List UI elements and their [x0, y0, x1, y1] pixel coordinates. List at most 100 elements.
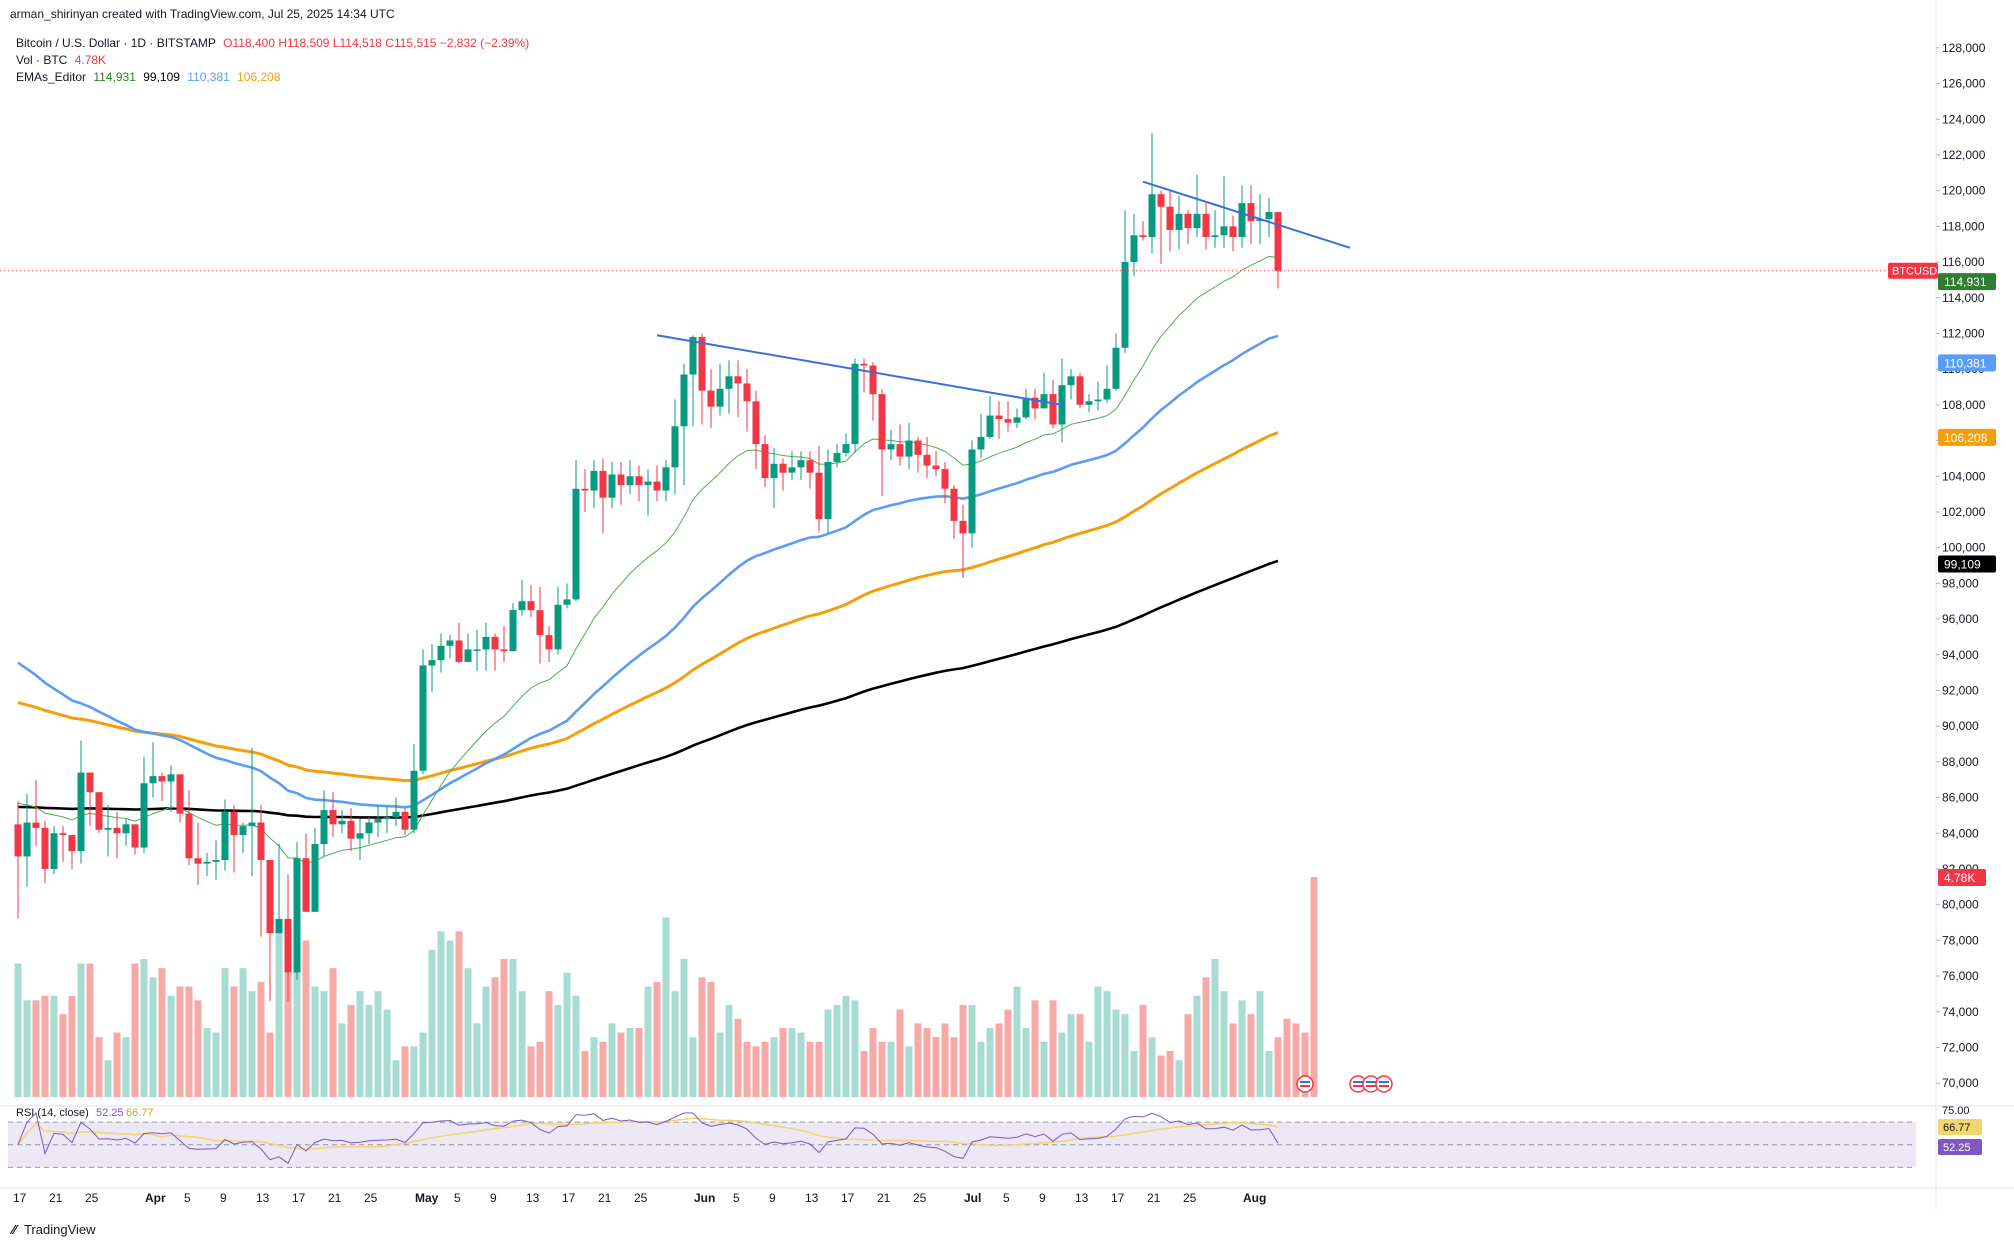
candle-body — [1175, 213, 1183, 230]
ema-label[interactable]: EMAs_Editor — [16, 70, 87, 84]
candle-body — [968, 449, 976, 534]
candle-body — [1085, 401, 1093, 405]
candle-body — [833, 453, 841, 462]
candle-body — [1229, 226, 1237, 238]
candle-body — [725, 376, 733, 389]
candle-body — [374, 818, 382, 823]
volume-bar — [689, 1037, 697, 1097]
volume-bar — [1049, 1000, 1057, 1097]
candle-body — [797, 460, 805, 468]
candle-body — [1112, 347, 1120, 389]
volume-bar — [23, 1000, 31, 1097]
candle-body — [707, 390, 715, 407]
candle-body — [329, 810, 337, 825]
candle-body — [824, 461, 832, 520]
symbol-label[interactable]: Bitcoin / U.S. Dollar · 1D · BITSTAMP — [16, 36, 216, 50]
y-axis-label: 100,000 — [1942, 541, 1986, 555]
symbol-price-badge — [1888, 262, 1938, 279]
y-axis-label: 122,000 — [1942, 148, 1986, 162]
watermark-text: TradingView — [23, 1222, 96, 1237]
candle-body — [95, 792, 103, 830]
volume-bar — [536, 1041, 544, 1097]
candle-body — [788, 467, 796, 473]
y-axis-label: 74,000 — [1942, 1005, 1979, 1019]
volume-bar — [185, 986, 193, 1097]
candle-body — [293, 858, 301, 973]
candle-body — [662, 467, 670, 491]
volume-label[interactable]: Vol · BTC — [16, 53, 68, 67]
x-axis-label: 17 — [841, 1191, 855, 1205]
ema-value-100: 106,208 — [237, 70, 281, 84]
candle-body — [167, 774, 175, 782]
y-axis-label: 124,000 — [1942, 112, 1986, 126]
rsi-ma-badge-label: 66.77 — [1943, 1122, 1971, 1134]
ema-20-line — [17, 255, 1279, 864]
volume-bar — [806, 1041, 814, 1097]
candle-body — [1211, 235, 1219, 238]
candle-body — [905, 440, 913, 457]
candle-body — [230, 811, 238, 836]
us-flag-event-icon — [1296, 1075, 1314, 1093]
candle-body — [41, 827, 49, 869]
volume-bar — [851, 1000, 859, 1097]
candle-body — [140, 783, 148, 848]
candle-body — [545, 635, 553, 650]
candle-body — [770, 463, 778, 479]
candle-body — [1049, 394, 1057, 425]
ema-price-badge-label: 106,208 — [1944, 431, 1988, 445]
candle-body — [851, 363, 859, 445]
flag-circle — [1296, 1075, 1314, 1093]
candle-body — [221, 811, 229, 861]
volume-bar — [32, 1000, 40, 1097]
volume-bar — [545, 991, 553, 1097]
rsi-badge-label: 52.25 — [1943, 1142, 1971, 1154]
candle-body — [1157, 194, 1165, 207]
candle-body — [761, 444, 769, 479]
volume-badge-label: 4.78K — [1944, 871, 1975, 885]
candle-body — [986, 415, 994, 437]
volume-badge — [1938, 869, 1986, 886]
candle-body — [320, 810, 328, 844]
volume-bar — [977, 1041, 985, 1097]
candle-body — [572, 488, 580, 600]
candle-body — [815, 472, 823, 520]
volume-bar — [50, 995, 58, 1097]
volume-bar — [1211, 958, 1219, 1097]
rsi-line — [17, 1111, 1279, 1164]
volume-bar — [428, 949, 436, 1097]
candle-body — [743, 383, 751, 402]
volume-bar — [59, 1014, 67, 1097]
x-axis-label: 25 — [85, 1191, 99, 1205]
candle-body — [284, 918, 292, 973]
volume-bar — [383, 1009, 391, 1097]
candle-body — [158, 776, 166, 782]
volume-bar — [257, 981, 265, 1097]
volume-bar — [779, 1027, 787, 1097]
candle-body — [563, 599, 571, 605]
x-axis-label: Jun — [694, 1191, 715, 1205]
candle-body — [392, 811, 400, 818]
candle-body — [878, 394, 886, 450]
candle-body — [1202, 213, 1210, 238]
ema-price-badge-label: 110,381 — [1944, 356, 1987, 370]
candle-body — [275, 918, 283, 934]
y-axis-label: 80,000 — [1942, 898, 1979, 912]
y-axis-label: 126,000 — [1942, 77, 1986, 91]
y-axis-label: 90,000 — [1942, 719, 1979, 733]
candle-body — [923, 454, 931, 466]
volume-bar — [635, 1027, 643, 1097]
candle-body — [410, 770, 418, 830]
volume-bar — [158, 968, 166, 1097]
volume-bar — [1184, 1014, 1192, 1097]
volume-bar — [374, 991, 382, 1097]
y-axis-label: 88,000 — [1942, 755, 1979, 769]
candle-body — [185, 813, 193, 859]
volume-bar — [1031, 1000, 1039, 1097]
ema-price-badge — [1938, 273, 1996, 291]
volume-bar — [176, 986, 184, 1097]
x-axis-label: 21 — [1147, 1191, 1161, 1205]
candle-body — [131, 824, 139, 848]
candle-body — [338, 820, 346, 825]
